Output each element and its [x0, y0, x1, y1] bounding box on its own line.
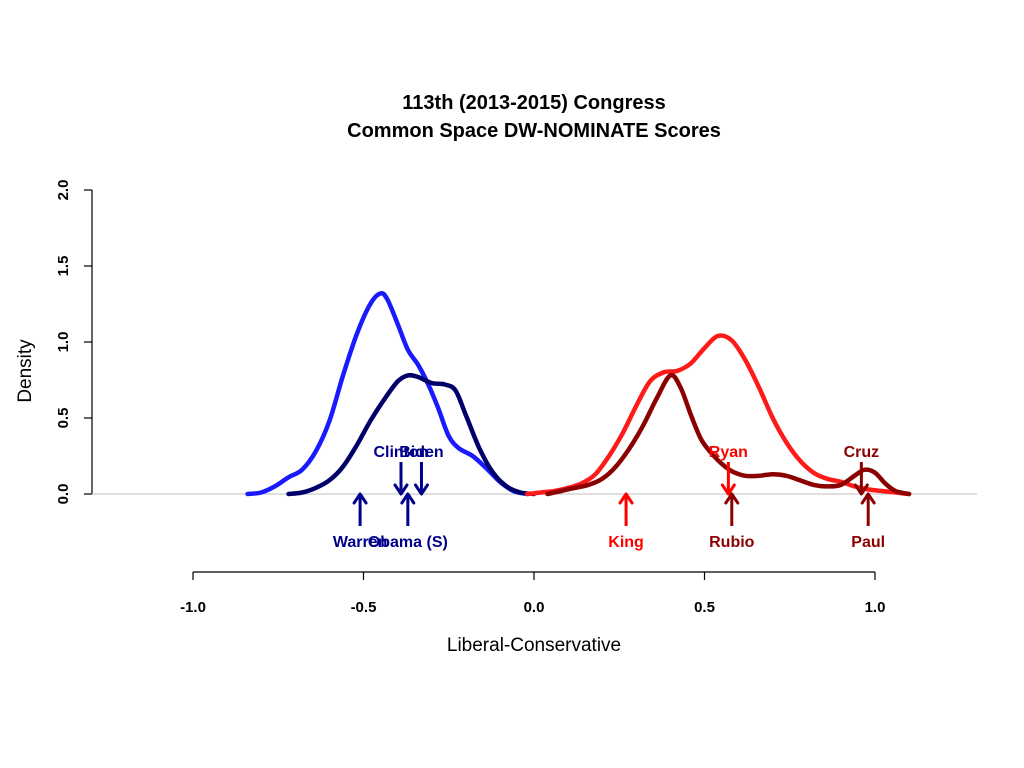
y-tick-label: 1.5 — [55, 256, 72, 277]
annotation-arrow-head — [400, 492, 416, 505]
annotation-label: Ryan — [709, 444, 748, 461]
x-tick-label: 0.0 — [524, 599, 545, 616]
y-tick-label: 0.0 — [55, 484, 72, 505]
annotation-label: Warren — [333, 534, 388, 551]
x-axis: -1.0 -0.5 0.0 0.5 1.0 — [180, 571, 886, 616]
annotation-arrow-head — [393, 483, 409, 496]
y-axis: 0.0 0.5 1.0 1.5 2.0 — [55, 180, 93, 505]
annotation-arrow-head — [860, 492, 876, 505]
y-axis-label: Density — [15, 339, 36, 403]
annotation-arrow-head — [618, 492, 634, 505]
density-curve-1 — [245, 290, 530, 497]
annotation-label: Obama (S) — [368, 534, 448, 551]
annotation-biden: Biden — [399, 444, 444, 496]
chart-title-line-2: Common Space DW-NOMINATE Scores — [347, 120, 721, 142]
annotation-arrow-head — [853, 483, 869, 496]
annotation-label: Clinton — [373, 444, 428, 461]
annotation-arrow-head — [724, 492, 740, 505]
annotation-arrow-head — [720, 483, 736, 496]
x-axis-label: Liberal-Conservative — [447, 635, 621, 656]
annotation-warren: Warren — [333, 492, 388, 551]
x-tick-label: -0.5 — [351, 599, 377, 616]
y-tick-label: 2.0 — [55, 180, 72, 201]
annotation-label: King — [608, 534, 644, 551]
annotation-king: King — [608, 492, 644, 551]
series-layer — [245, 290, 912, 497]
x-tick-label: -1.0 — [180, 599, 206, 616]
annotation-arrow-head — [413, 483, 429, 496]
annotation-cruz: Cruz — [844, 444, 880, 496]
annotation-obama-s: Obama (S) — [368, 492, 448, 551]
y-tick-label: 1.0 — [55, 332, 72, 353]
annotation-label: Paul — [851, 534, 885, 551]
annotation-clinton: Clinton — [373, 444, 429, 496]
density-curve-3 — [524, 333, 912, 497]
chart-title-line-1: 113th (2013-2015) Congress — [402, 92, 665, 114]
x-tick-label: 0.5 — [694, 599, 715, 616]
annotation-paul: Paul — [851, 492, 885, 551]
annotation-arrow-head — [352, 492, 368, 505]
density-curve-4 — [545, 372, 912, 497]
x-tick-label: 1.0 — [865, 599, 886, 616]
annotation-ryan: Ryan — [709, 444, 748, 496]
density-curve-2 — [286, 372, 537, 497]
y-tick-label: 0.5 — [55, 408, 72, 429]
annotation-label: Biden — [399, 444, 443, 461]
annotation-rubio: Rubio — [709, 492, 755, 551]
annotation-label: Rubio — [709, 534, 755, 551]
annotation-label: Cruz — [844, 444, 880, 461]
